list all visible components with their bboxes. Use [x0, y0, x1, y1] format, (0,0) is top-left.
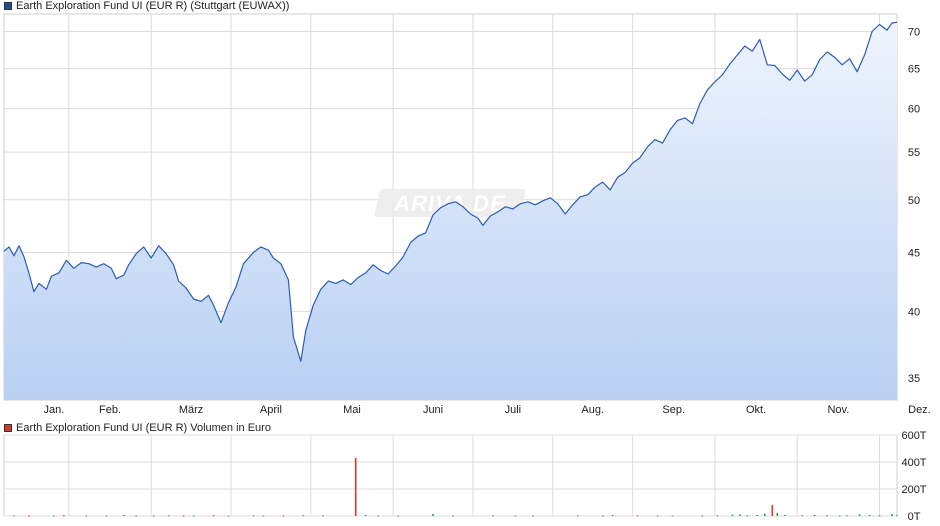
volume-bar	[282, 515, 285, 517]
price-x-tick-label: Mai	[343, 404, 361, 416]
volume-bar	[826, 515, 828, 517]
volume-bar	[105, 515, 108, 517]
price-y-tick-label: 65	[908, 64, 920, 76]
volume-bar	[122, 515, 125, 517]
volume-bar	[636, 515, 639, 517]
volume-bar	[514, 515, 517, 517]
volume-bar	[783, 514, 786, 516]
volume-bar	[756, 514, 759, 516]
volume-bar	[85, 515, 88, 517]
price-x-tick-label: Juni	[423, 404, 443, 416]
volume-bar	[763, 513, 766, 516]
price-y-tick-label: 60	[908, 104, 920, 116]
price-legend-label: Earth Exploration Fund UI (EUR R) (Stutt…	[16, 0, 290, 12]
volume-bar	[776, 513, 779, 516]
price-x-tick-label: Jan.	[43, 404, 64, 416]
price-x-tick-label: Feb.	[99, 404, 121, 416]
volume-bar	[576, 515, 579, 517]
volume-legend: Earth Exploration Fund UI (EUR R) Volume…	[4, 422, 271, 434]
volume-bar	[671, 515, 674, 517]
volume-bar	[896, 515, 898, 517]
volume-bar	[227, 515, 230, 517]
price-legend-swatch	[4, 2, 12, 10]
volume-bar	[432, 513, 434, 516]
volume-bar	[532, 515, 534, 517]
price-y-tick-label: 35	[908, 373, 920, 385]
volume-bar	[492, 515, 494, 517]
volume-bar	[601, 515, 604, 517]
volume-bar	[364, 514, 367, 516]
volume-bar	[182, 515, 185, 517]
volume-bar	[262, 515, 265, 517]
volume-bar	[801, 515, 804, 517]
volume-bar	[891, 513, 893, 516]
volume-bar	[731, 514, 734, 516]
price-x-tick-label: Dez.	[908, 404, 931, 416]
volume-bar	[13, 515, 15, 517]
price-area	[4, 22, 897, 401]
volume-bar	[838, 515, 841, 517]
price-y-tick-label: 70	[908, 27, 920, 39]
price-y-tick-label: 45	[908, 247, 920, 259]
volume-bar	[53, 515, 55, 517]
volume-bar	[354, 457, 357, 516]
volume-bar	[322, 515, 325, 517]
volume-y-tick-label: 400T	[901, 457, 926, 469]
volume-bar	[771, 505, 774, 516]
volume-bar	[701, 515, 704, 517]
volume-y-tick-label: 200T	[901, 484, 926, 496]
volume-bar	[152, 515, 155, 517]
volume-bar	[656, 515, 659, 517]
volume-bar	[878, 515, 881, 517]
volume-bar	[746, 515, 749, 517]
price-y-tick-label: 40	[908, 306, 920, 318]
volume-bar	[135, 515, 138, 517]
volume-legend-swatch	[4, 424, 12, 432]
volume-bar	[302, 515, 305, 517]
volume-y-tick-label: 600T	[901, 430, 926, 442]
volume-bar	[868, 515, 871, 517]
volume-bar	[846, 515, 848, 517]
volume-bar	[716, 515, 719, 517]
price-y-tick-label: 50	[908, 195, 920, 207]
volume-bar	[252, 515, 255, 517]
price-y-tick-label: 55	[908, 147, 920, 159]
volume-bar	[63, 515, 65, 517]
volume-bar	[858, 514, 861, 516]
price-x-tick-label: April	[260, 404, 282, 416]
price-x-tick-label: März	[179, 404, 203, 416]
price-legend: Earth Exploration Fund UI (EUR R) (Stutt…	[4, 0, 289, 12]
volume-bar	[397, 515, 399, 517]
volume-legend-label: Earth Exploration Fund UI (EUR R) Volume…	[16, 422, 271, 434]
volume-bar	[28, 515, 30, 517]
volume-y-tick-label: 0T	[908, 511, 921, 523]
price-x-tick-label: Juli	[505, 404, 522, 416]
price-x-tick-label: Nov.	[827, 404, 849, 416]
volume-bar	[611, 515, 614, 517]
volume-plot-area	[3, 434, 898, 517]
price-x-tick-label: Sep.	[662, 404, 685, 416]
price-x-tick-label: Okt.	[746, 404, 766, 416]
volume-bar	[377, 515, 379, 517]
volume-bar	[813, 514, 816, 516]
volume-bar	[212, 515, 215, 517]
volume-bar	[192, 515, 195, 517]
volume-bar	[452, 515, 454, 517]
volume-bar	[167, 515, 170, 517]
price-x-tick-label: Aug.	[581, 404, 604, 416]
price-line	[3, 21, 898, 362]
volume-bar	[739, 514, 741, 516]
